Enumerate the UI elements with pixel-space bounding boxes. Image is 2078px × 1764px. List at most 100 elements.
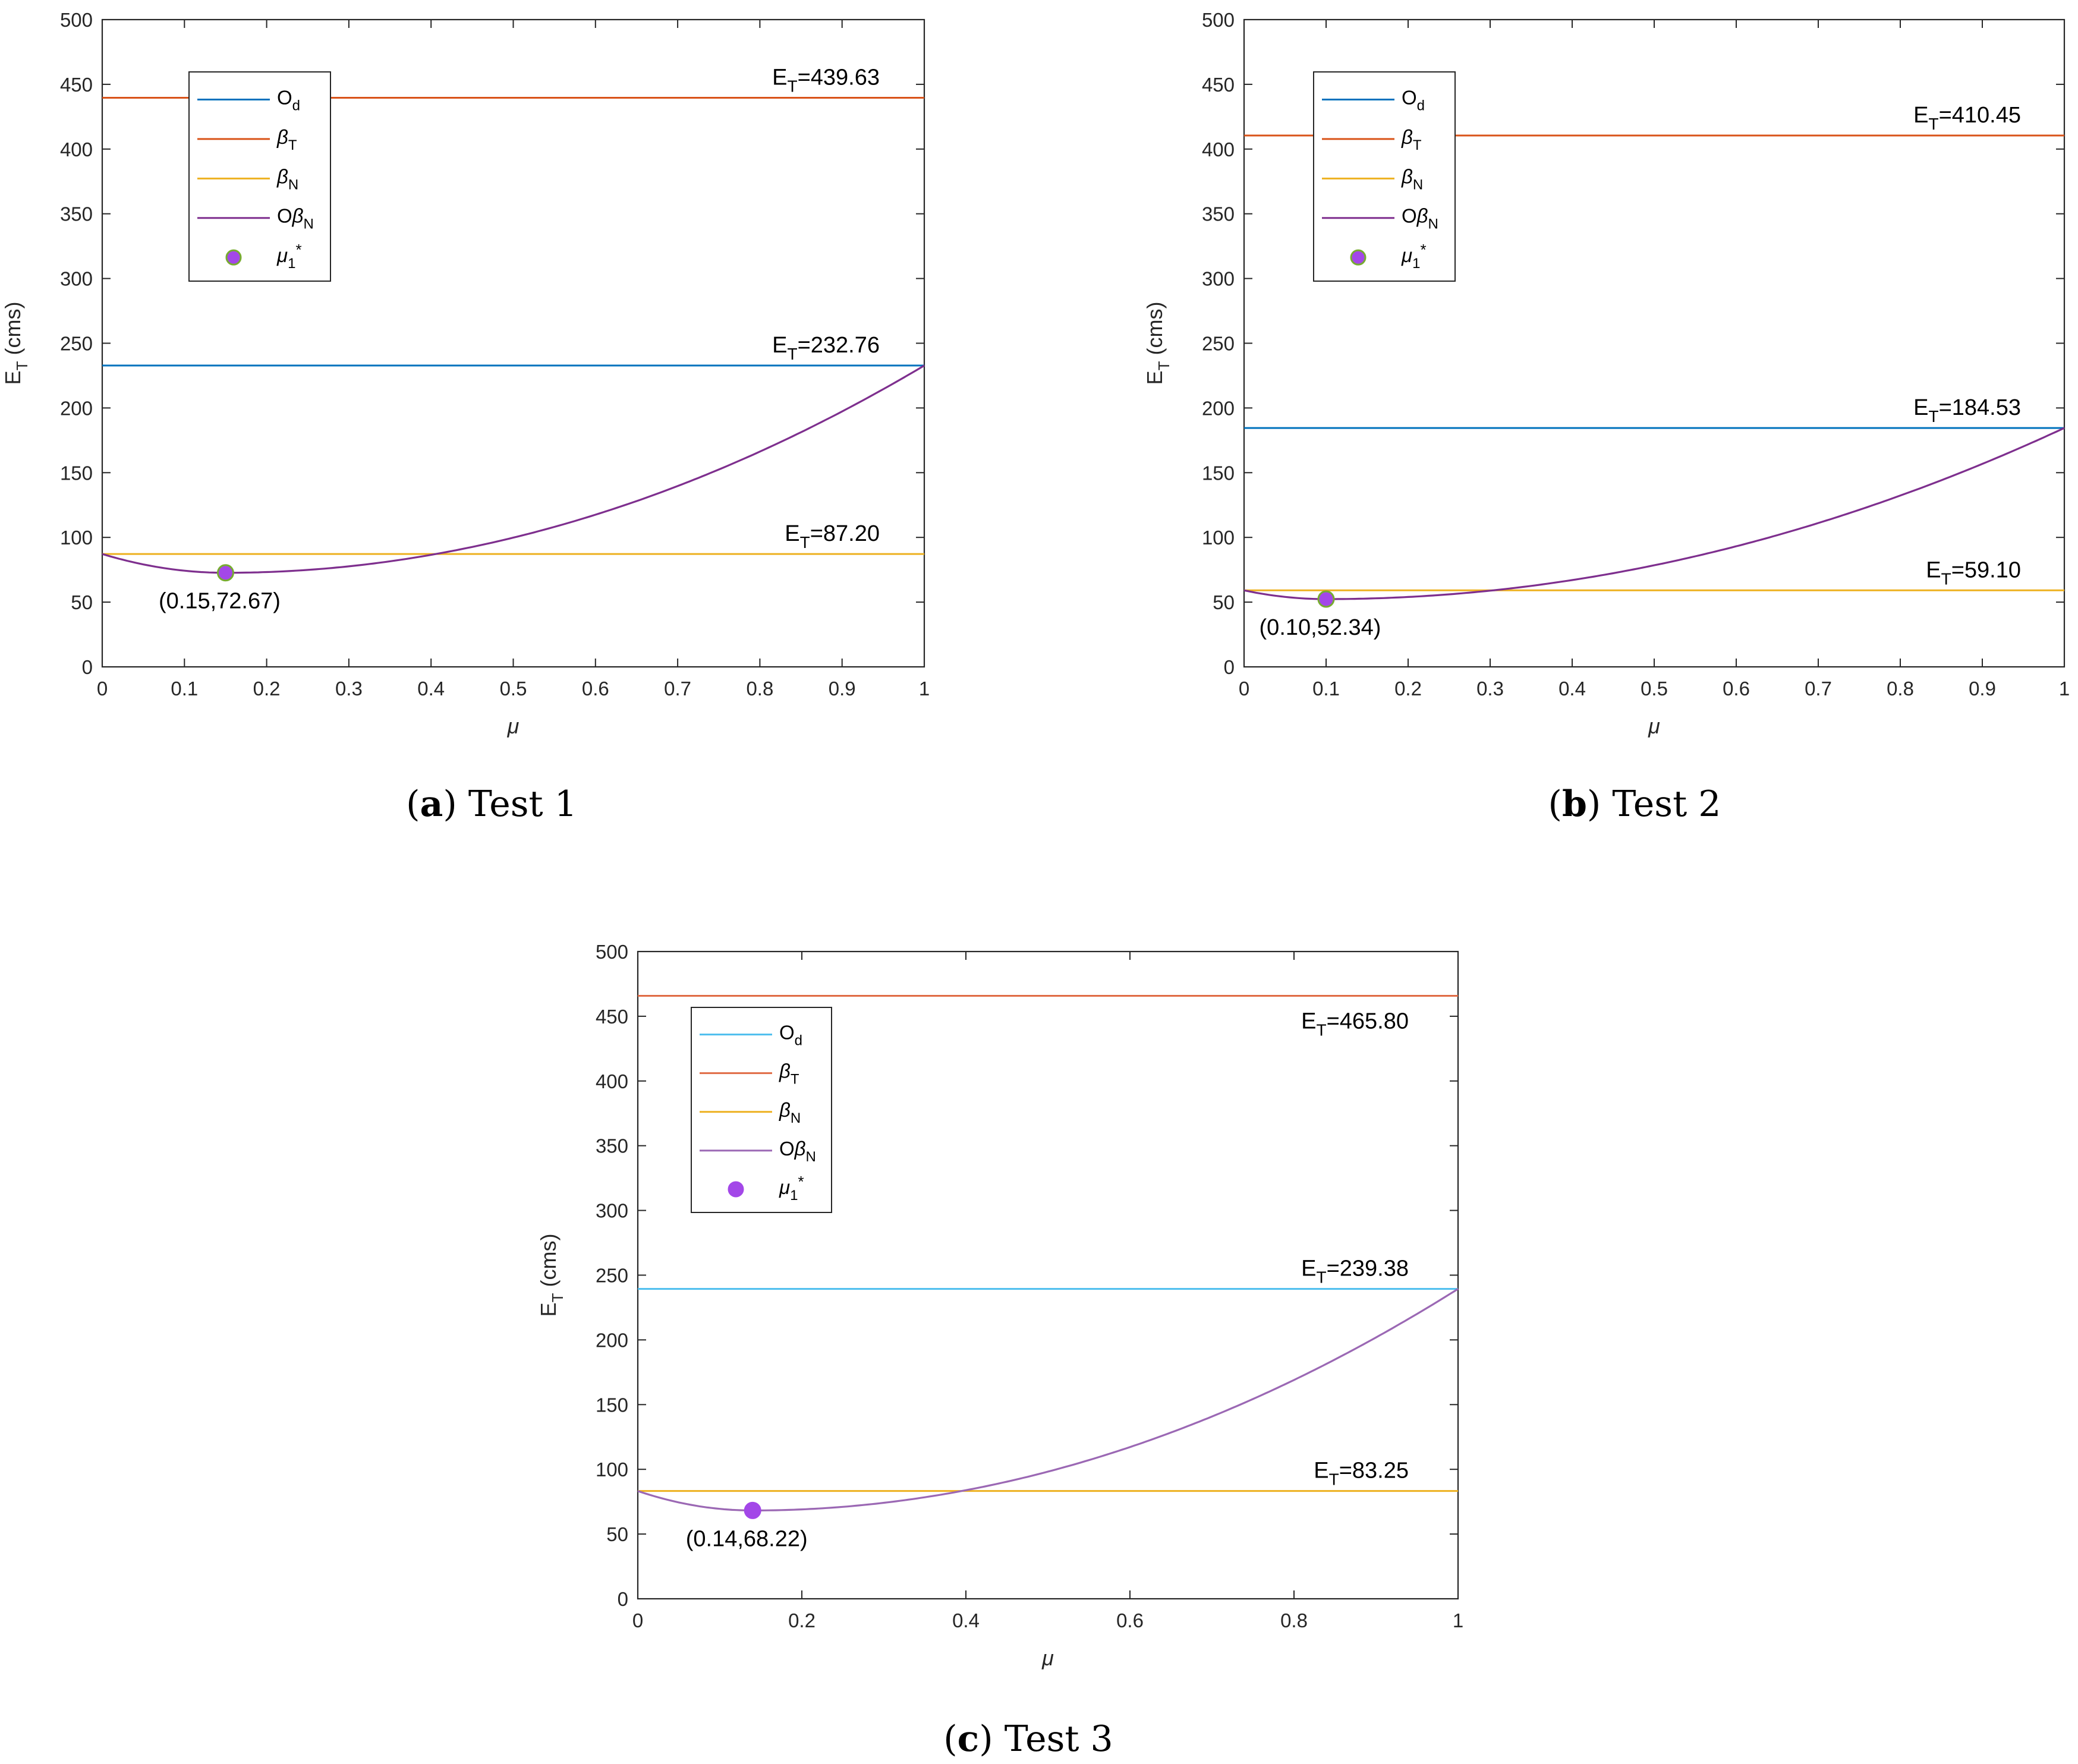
x-tick-label: 0.4 (1558, 678, 1586, 700)
y-tick-label: 50 (71, 591, 93, 613)
legend-label-OβN: OβN (1402, 205, 1438, 232)
y-tick-label: 300 (596, 1200, 628, 1222)
chart-3: 0 0.2 0.4 0.6 0.8 1 0 50 100 150 200 250 300 350 400 45… (536, 941, 1463, 1760)
x-axis-label: μ (507, 714, 520, 738)
legend: Od βT βN OβN μ1* (1313, 71, 1456, 282)
x-tick-label: 0 (1239, 678, 1249, 700)
y-tick-label: 350 (596, 1135, 628, 1157)
y-tick-label: 100 (60, 527, 93, 549)
x-tick-label: 0.3 (335, 678, 363, 700)
legend: Od βT βN OβN μ1* (188, 71, 331, 282)
legend-label-βT: βT (276, 126, 297, 153)
caption-letter: c (958, 1718, 980, 1760)
x-tick-label: 0.2 (788, 1609, 816, 1631)
legend-label-optimum: μ1* (779, 1173, 804, 1204)
optimum-label: (0.14,68.22) (686, 1526, 808, 1551)
y-tick-label: 200 (60, 397, 93, 419)
x-axis-label: μ (1041, 1646, 1054, 1670)
caption: (a) Test 1 (406, 783, 577, 825)
x-tick-label: 0.6 (582, 678, 609, 700)
y-tick-label: 450 (1202, 74, 1235, 96)
optimum-label: (0.10,52.34) (1260, 615, 1381, 640)
chart-1: 0 0.1 0.2 0.3 0.4 0.5 0.6 0.7 0.8 0.9 1 0 50 100 150 20… (1, 9, 930, 825)
chart-2: 0 0.1 0.2 0.3 0.4 0.5 0.6 0.7 0.8 0.9 1 0 50 100 150 20… (1142, 9, 2070, 825)
x-tick-label: 0.1 (171, 678, 198, 700)
series-OβN (1243, 427, 2065, 600)
value-label-βT: ET=439.63 (772, 65, 880, 95)
y-axis-label: ET (cms) (1142, 302, 1173, 385)
optimum-marker (1317, 590, 1335, 608)
x-tick-label: 0.5 (500, 678, 527, 700)
x-tick-label: 0.5 (1641, 678, 1668, 700)
y-tick-label: 350 (60, 203, 93, 225)
y-tick-label: 250 (60, 333, 93, 355)
caption: (c) Test 3 (943, 1718, 1113, 1760)
y-tick-label: 0 (1224, 656, 1235, 678)
x-tick-label: 1 (919, 678, 930, 700)
caption-letter: b (1562, 783, 1587, 825)
legend-label-Od: Od (277, 86, 300, 114)
x-tick-label: 1 (1453, 1609, 1463, 1631)
y-tick-label: 150 (60, 462, 93, 484)
y-axis-label: ET (cms) (536, 1234, 566, 1317)
y-tick-label: 0 (618, 1588, 628, 1610)
legend-label-βN: βN (1401, 165, 1423, 193)
legend-label-OβN: OβN (277, 205, 314, 232)
legend-label-optimum: μ1* (1401, 241, 1427, 272)
x-tick-label: 0.7 (664, 678, 691, 700)
value-label-Od: ET=239.38 (1301, 1256, 1409, 1287)
x-tick-label: 0.6 (1116, 1609, 1144, 1631)
value-label-βN: ET=87.20 (785, 521, 880, 552)
x-tick-label: 0.3 (1476, 678, 1504, 700)
caption: (b) Test 2 (1548, 783, 1721, 825)
y-tick-label: 200 (1202, 397, 1235, 419)
y-tick-label: 500 (60, 9, 93, 31)
y-tick-label: 450 (596, 1006, 628, 1028)
y-tick-label: 200 (596, 1329, 628, 1351)
y-tick-label: 250 (1202, 333, 1235, 355)
value-label-βT: ET=465.80 (1301, 1009, 1409, 1039)
legend-box (691, 1007, 832, 1213)
y-tick-label: 350 (1202, 203, 1235, 225)
y-tick-label: 150 (596, 1394, 628, 1416)
value-label-Od: ET=232.76 (772, 333, 880, 363)
legend-marker-optimum (1350, 249, 1367, 266)
x-tick-label: 0 (97, 678, 108, 700)
y-tick-label: 150 (1202, 462, 1235, 484)
x-tick-label: 1 (2059, 678, 2070, 700)
legend-label-OβN: OβN (779, 1138, 816, 1165)
legend-box (188, 71, 331, 282)
y-tick-label: 100 (1202, 527, 1235, 549)
x-tick-label: 0.6 (1723, 678, 1750, 700)
x-tick-label: 0.2 (253, 678, 281, 700)
y-tick-label: 0 (82, 656, 93, 678)
y-tick-label: 50 (606, 1523, 628, 1545)
series-OβN (102, 364, 925, 574)
legend-label-Od: Od (1402, 86, 1425, 114)
series-OβN (637, 1288, 1459, 1511)
x-tick-label: 0.9 (829, 678, 856, 700)
caption-text: Test 2 (1612, 783, 1721, 825)
value-label-βT: ET=410.45 (1913, 103, 2021, 133)
y-tick-label: 50 (1213, 591, 1235, 613)
caption-letter: a (420, 783, 443, 825)
x-tick-label: 0.1 (1312, 678, 1340, 700)
y-tick-label: 400 (596, 1070, 628, 1092)
x-tick-label: 0.8 (746, 678, 773, 700)
y-axis-label: ET (cms) (1, 302, 31, 385)
x-tick-label: 0.8 (1280, 1609, 1308, 1631)
y-tick-label: 500 (1202, 9, 1235, 31)
legend-label-βN: βN (276, 165, 298, 193)
optimum-label: (0.15,72.67) (159, 589, 281, 614)
legend-box (1313, 71, 1456, 282)
legend-marker-optimum (225, 249, 242, 266)
x-tick-label: 0.7 (1805, 678, 1832, 700)
y-tick-label: 300 (60, 268, 93, 290)
legend: Od βT βN OβN μ1* (691, 1007, 832, 1213)
y-tick-label: 450 (60, 74, 93, 96)
legend-label-Od: Od (779, 1022, 802, 1049)
value-label-βN: ET=59.10 (1926, 557, 2021, 588)
value-label-Od: ET=184.53 (1913, 395, 2021, 426)
x-tick-label: 0.4 (952, 1609, 980, 1631)
